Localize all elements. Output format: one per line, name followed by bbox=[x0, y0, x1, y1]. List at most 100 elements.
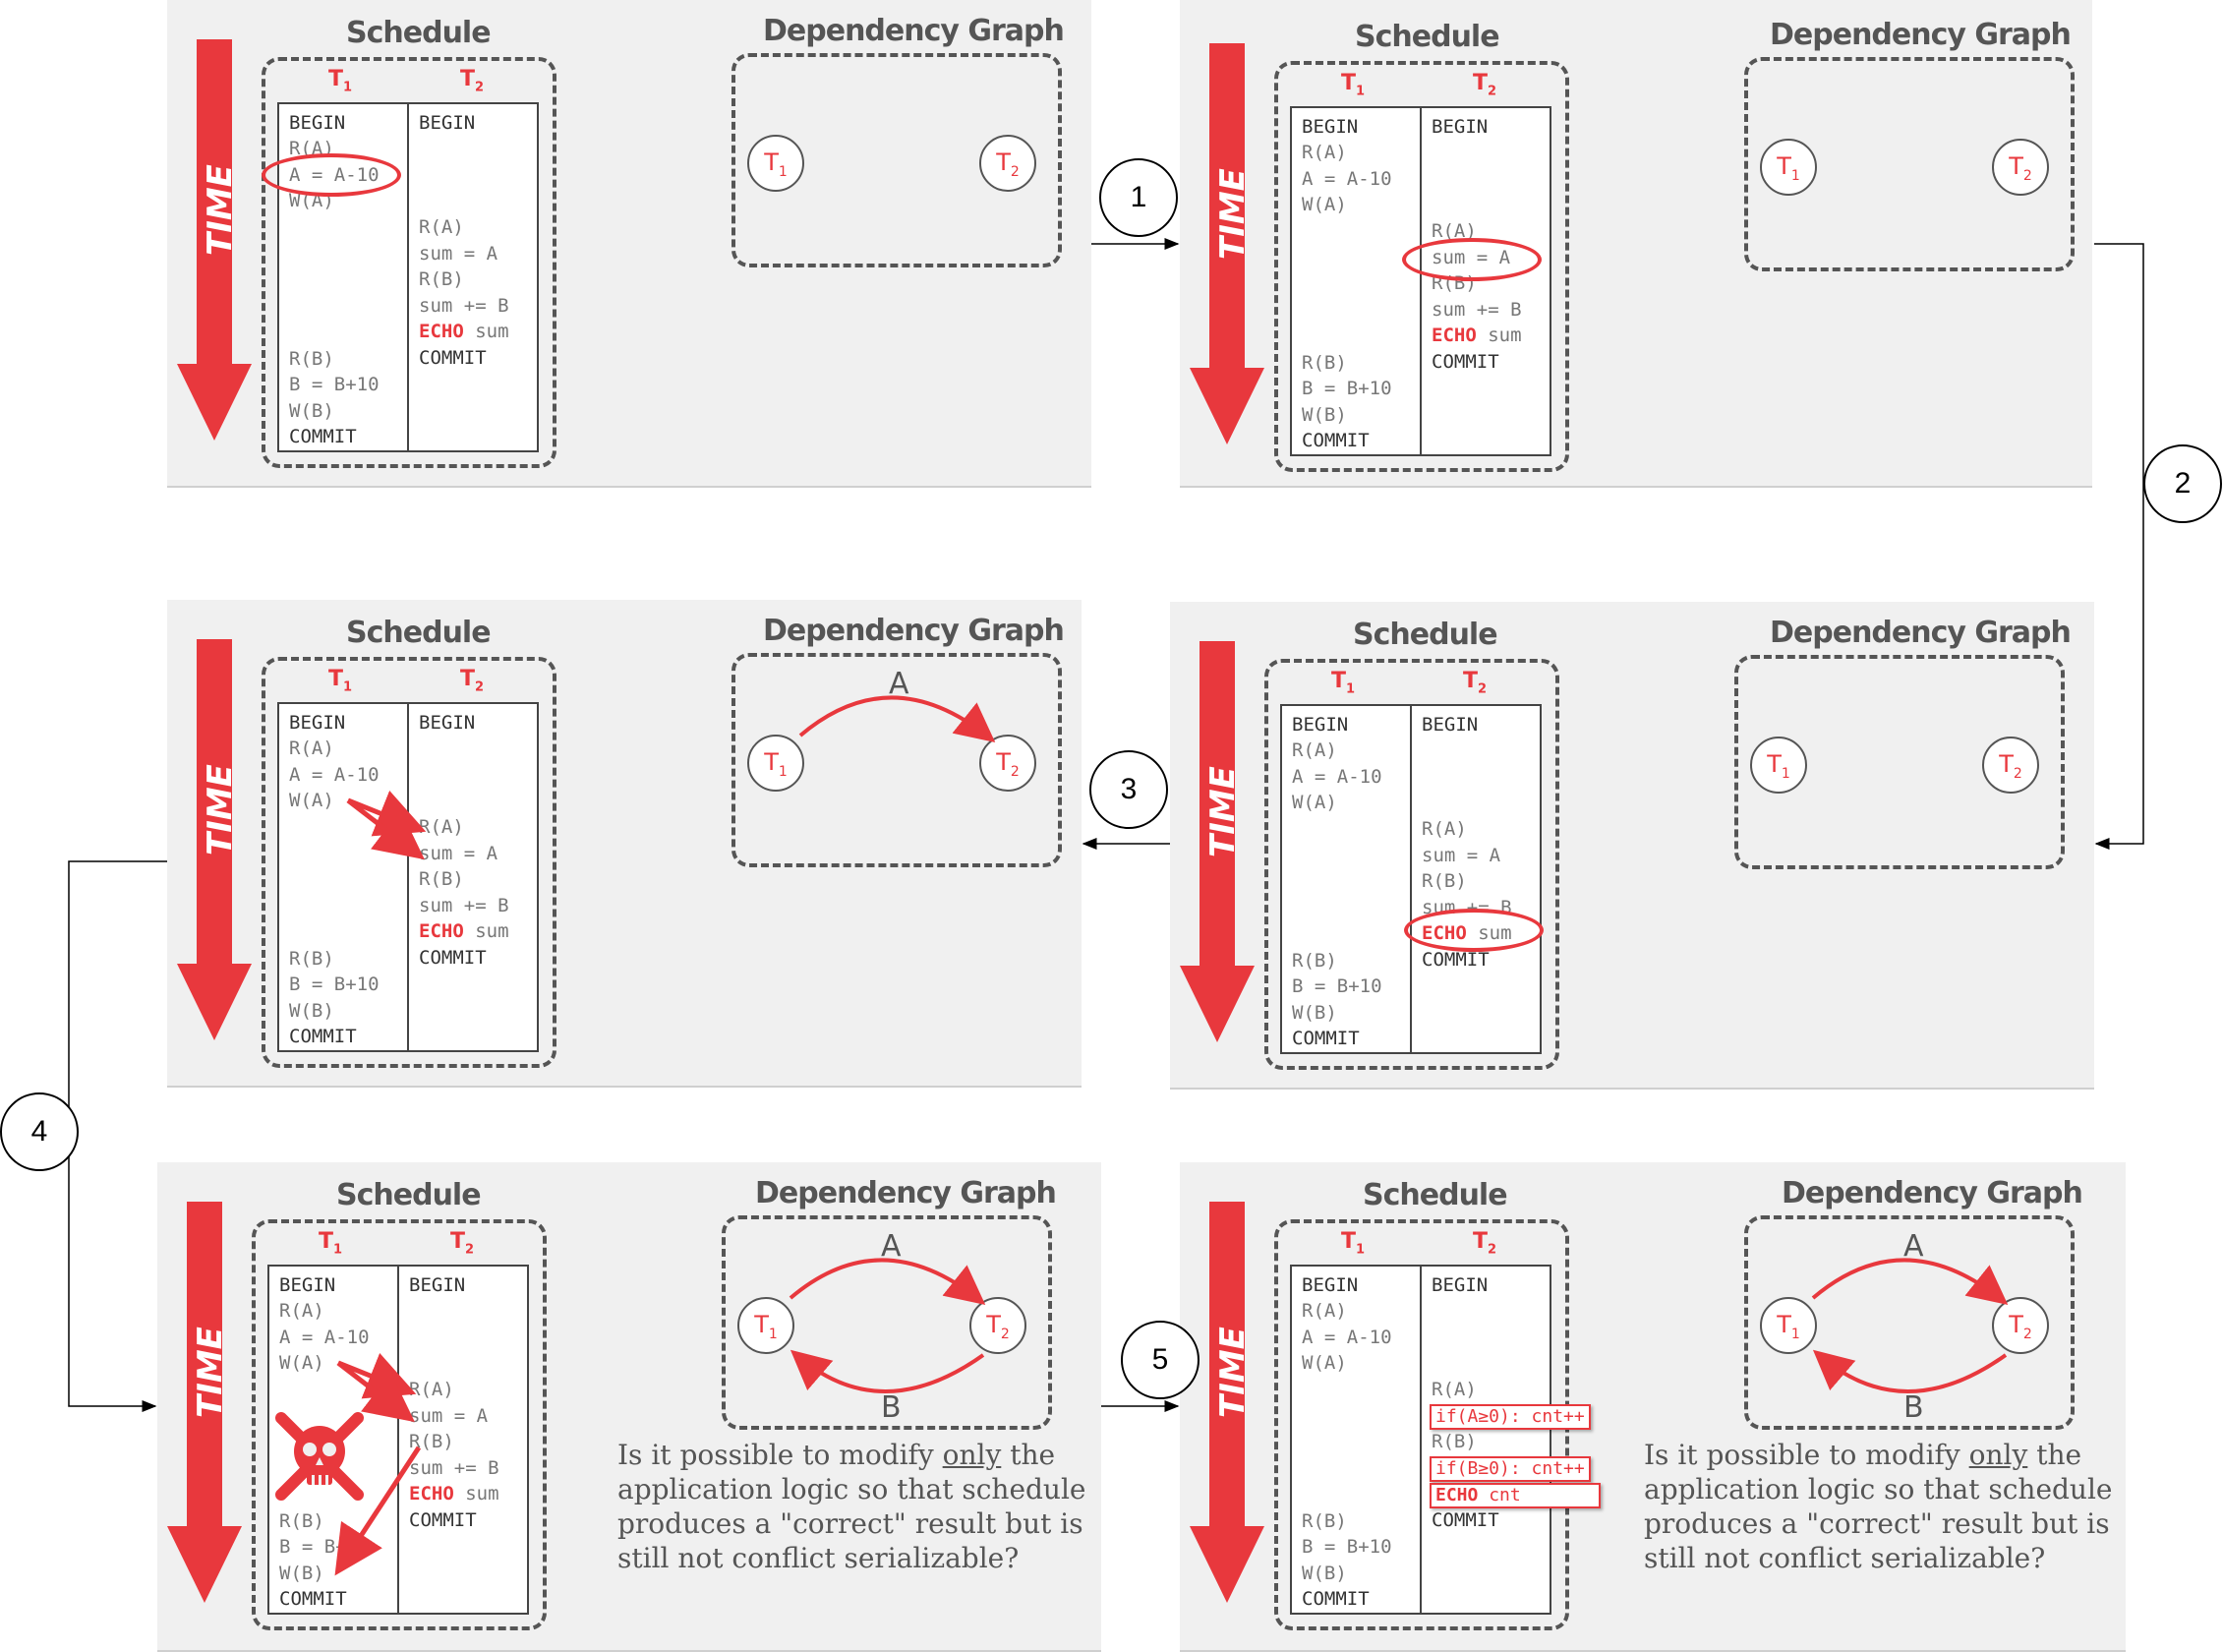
t1-update-a: A = A-10 bbox=[1302, 168, 1392, 190]
t1-read-a: R(A) bbox=[289, 738, 334, 759]
schedule-title: Schedule bbox=[1355, 20, 1500, 54]
t1-header: T1 bbox=[319, 1229, 343, 1258]
t2-read-a: R(A) bbox=[1422, 818, 1467, 840]
t2-read-b: R(B) bbox=[419, 868, 464, 890]
t1-commit: COMMIT bbox=[1292, 1028, 1360, 1049]
dependency-graph-box bbox=[1744, 57, 2075, 271]
t1-commit: COMMIT bbox=[289, 426, 357, 447]
t2-commit: COMMIT bbox=[419, 947, 487, 969]
question-text: Is it possible to modify only the applic… bbox=[617, 1439, 1086, 1574]
t1-begin: BEGIN bbox=[1302, 1274, 1359, 1296]
t1-header: T1 bbox=[1341, 71, 1366, 99]
t1-read-b: R(B) bbox=[289, 348, 334, 370]
t1-begin: BEGIN bbox=[1292, 714, 1349, 736]
node-t1: T1 bbox=[737, 1297, 794, 1354]
schedule-box bbox=[1264, 659, 1559, 1070]
t2-header: T2 bbox=[460, 667, 485, 695]
time-arrow-icon bbox=[1190, 1202, 1264, 1603]
t1-read-b: R(B) bbox=[289, 948, 334, 970]
highlight-ellipse bbox=[1402, 238, 1542, 281]
t2-begin: BEGIN bbox=[419, 712, 476, 734]
t2-header: T2 bbox=[1473, 71, 1497, 99]
node-t1: T1 bbox=[747, 735, 804, 792]
dependency-graph-box bbox=[1734, 655, 2065, 869]
t1-update-a: A = A-10 bbox=[279, 1327, 370, 1348]
t1-write-b: W(B) bbox=[289, 400, 334, 422]
t1-begin: BEGIN bbox=[289, 712, 346, 734]
t1-update-a: A = A-10 bbox=[289, 764, 380, 786]
panel-step-1: Schedule Dependency Graph TIME T1 T2 BEG… bbox=[1180, 0, 2092, 488]
t2-read-b: R(B) bbox=[409, 1431, 454, 1452]
dependency-graph-box bbox=[731, 53, 1062, 267]
t1-update-b: B = B+10 bbox=[289, 374, 380, 395]
panel-step-3: Schedule Dependency Graph TIME T1 T2 BEG… bbox=[167, 600, 1082, 1088]
t1-header: T1 bbox=[328, 667, 353, 695]
t2-read-b: R(B) bbox=[1432, 1431, 1477, 1452]
t1-update-a: A = A-10 bbox=[1292, 766, 1382, 788]
t2-sum-a: sum = A bbox=[409, 1405, 489, 1427]
schedule-title: Schedule bbox=[336, 1178, 482, 1212]
time-arrow-icon bbox=[167, 1202, 242, 1603]
t1-write-b: W(B) bbox=[1302, 404, 1347, 426]
t2-header: T2 bbox=[450, 1229, 475, 1258]
node-t1: T1 bbox=[1760, 139, 1817, 196]
t1-read-b: R(B) bbox=[1302, 352, 1347, 374]
schedule-title: Schedule bbox=[346, 16, 492, 50]
t1-update-b: B = B+10 bbox=[1302, 1536, 1392, 1558]
schedule-title: Schedule bbox=[1353, 618, 1498, 652]
t2-read-a: R(A) bbox=[409, 1379, 454, 1400]
t1-write-a: W(A) bbox=[1292, 792, 1337, 813]
schedule-table bbox=[277, 702, 539, 1052]
highlight-ellipse bbox=[262, 153, 401, 197]
t2-read-a: R(A) bbox=[419, 216, 464, 238]
node-t2: T2 bbox=[979, 735, 1036, 792]
edge-label-b: B bbox=[881, 1390, 902, 1425]
t1-write-b: W(B) bbox=[1302, 1563, 1347, 1584]
t1-update-b: B = B+10 bbox=[289, 974, 380, 995]
dependency-graph-box bbox=[731, 653, 1062, 867]
t2-begin: BEGIN bbox=[419, 112, 476, 134]
time-label: TIME bbox=[1203, 766, 1243, 857]
t2-begin: BEGIN bbox=[1432, 1274, 1489, 1296]
t1-commit: COMMIT bbox=[1302, 430, 1370, 451]
t2-sum-b: sum += B bbox=[419, 295, 509, 317]
edge-label-b: B bbox=[1903, 1390, 1924, 1425]
dependency-graph-box bbox=[722, 1215, 1052, 1430]
panel-step-0: Schedule Dependency Graph TIME T1 T2 BEG… bbox=[167, 0, 1091, 488]
schedule-title: Schedule bbox=[1363, 1178, 1508, 1212]
graph-title: Dependency Graph bbox=[755, 1176, 1057, 1210]
t1-begin: BEGIN bbox=[1302, 116, 1359, 138]
edge-label-a: A bbox=[881, 1229, 902, 1264]
graph-title: Dependency Graph bbox=[763, 14, 1065, 48]
t2-sum-b: sum += B bbox=[409, 1457, 499, 1479]
t1-write-b: W(B) bbox=[289, 1000, 334, 1022]
t2-header: T2 bbox=[1473, 1229, 1497, 1258]
t1-begin: BEGIN bbox=[289, 112, 346, 134]
schedule-table bbox=[1290, 106, 1551, 456]
node-t2: T2 bbox=[1992, 139, 2049, 196]
skull-crossbones-icon bbox=[275, 1412, 364, 1501]
time-arrow-icon bbox=[177, 639, 252, 1040]
t2-check-a: if(A≥0): cnt++ bbox=[1430, 1404, 1591, 1430]
graph-title: Dependency Graph bbox=[1770, 18, 2072, 52]
step-marker-2: 2 bbox=[2143, 444, 2222, 523]
t1-header: T1 bbox=[1341, 1229, 1366, 1258]
node-t2: T2 bbox=[1992, 1297, 2049, 1354]
t1-commit: COMMIT bbox=[1302, 1588, 1370, 1610]
node-t1: T1 bbox=[1760, 1297, 1817, 1354]
dependency-graph-box bbox=[1744, 1215, 2075, 1430]
panel-step-2: Schedule Dependency Graph TIME T1 T2 BEG… bbox=[1170, 602, 2094, 1090]
schedule-box bbox=[1274, 61, 1569, 472]
t2-sum-a: sum = A bbox=[419, 243, 498, 265]
node-t1: T1 bbox=[747, 135, 804, 192]
conflict-edges bbox=[1811, 1258, 2009, 1393]
t2-echo: ECHO sum bbox=[409, 1483, 499, 1504]
t2-commit: COMMIT bbox=[1422, 949, 1490, 971]
schedule-table bbox=[1290, 1265, 1551, 1615]
t2-sum-a: sum = A bbox=[419, 843, 498, 864]
schedule-table bbox=[1280, 704, 1542, 1054]
schedule-box bbox=[262, 57, 556, 468]
node-t1: T1 bbox=[1750, 737, 1807, 794]
t1-commit: COMMIT bbox=[289, 1026, 357, 1047]
t2-sum-b: sum += B bbox=[1432, 299, 1522, 321]
